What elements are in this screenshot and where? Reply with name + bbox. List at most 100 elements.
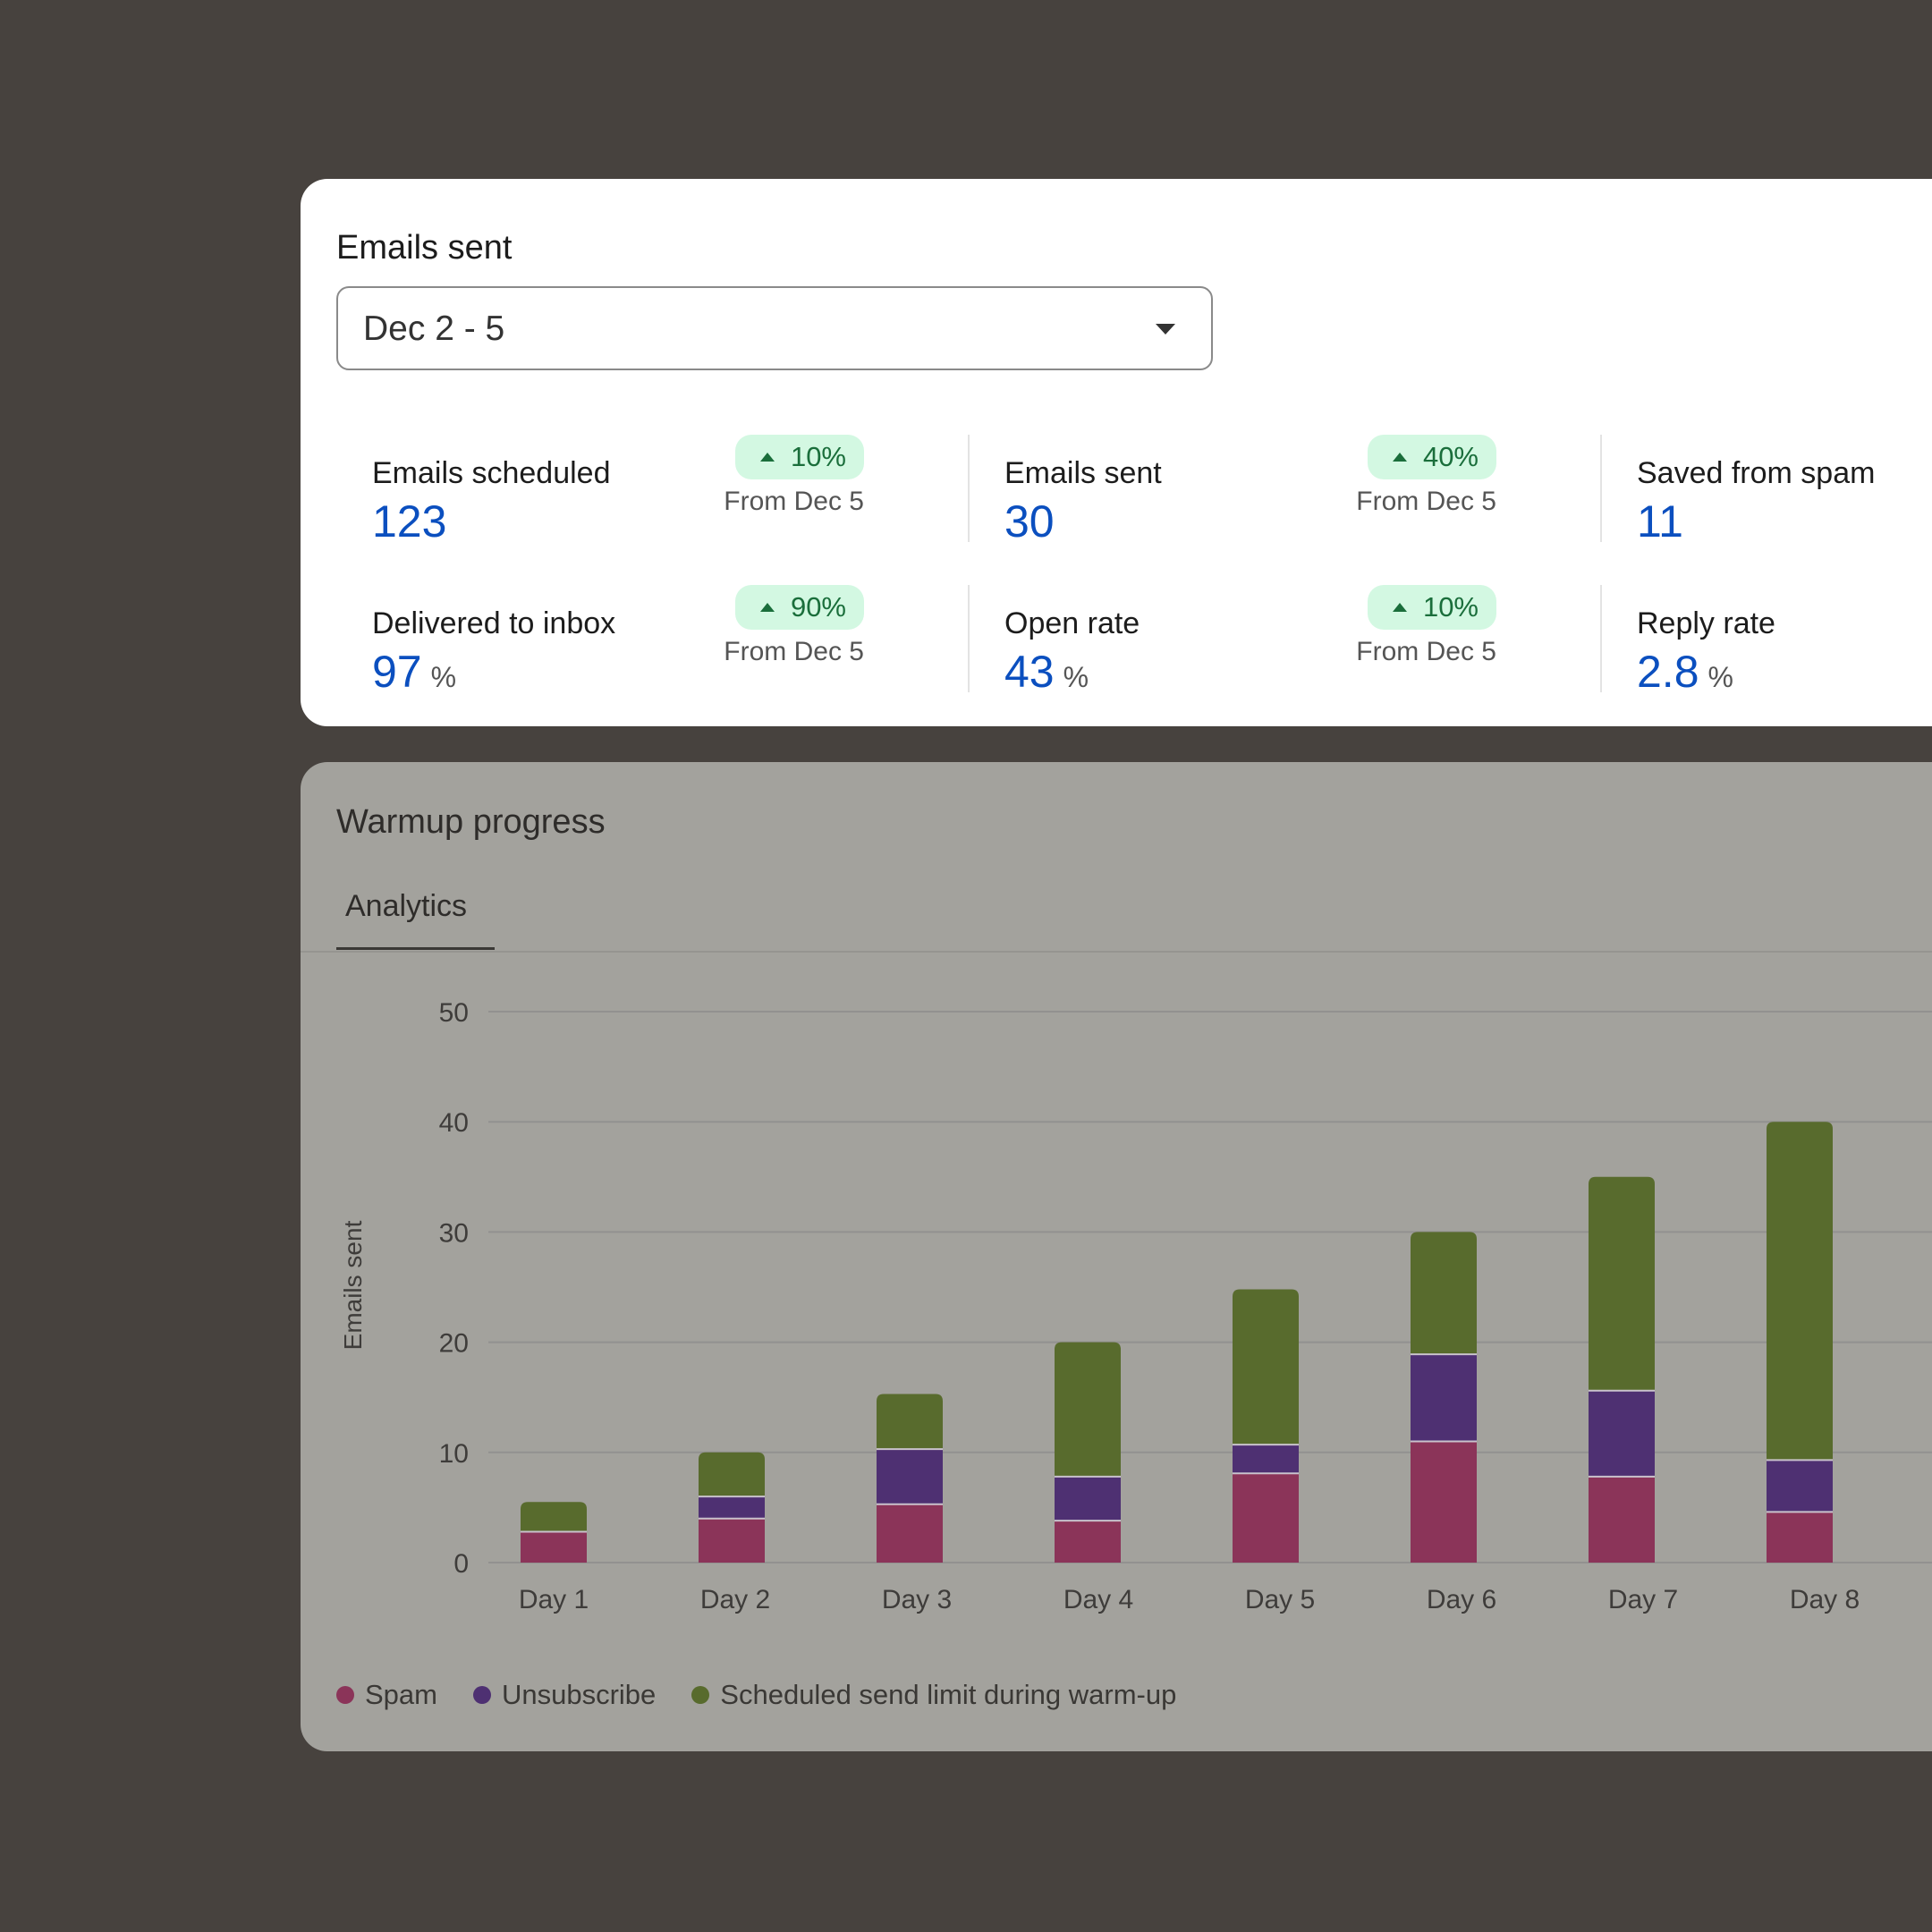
date-range-value: Dec 2 - 5 [363, 309, 505, 348]
stat-unit: % [430, 661, 457, 693]
y-tick-label: 20 [439, 1329, 469, 1359]
legend-item[interactable]: Unsubscribe [472, 1679, 657, 1711]
active-tab-indicator [336, 947, 495, 950]
stat-value: 43% [1004, 646, 1089, 698]
legend-item[interactable]: Scheduled send limit during warm-up [691, 1679, 1176, 1711]
bar-segment-scheduled[interactable] [1589, 1176, 1655, 1391]
legend-label: Scheduled send limit during warm-up [720, 1679, 1177, 1710]
stat-value: 2.8% [1637, 646, 1733, 698]
bar-day-1[interactable] [521, 1502, 587, 1563]
bar-segment-scheduled[interactable] [1055, 1342, 1121, 1477]
divider [301, 951, 1932, 953]
stat-delivered-to-inbox: Delivered to inbox 97% 90% From Dec 5 [372, 585, 936, 718]
bar-day-7[interactable] [1589, 1176, 1655, 1563]
stat-emails-sent: Emails sent 30 40% From Dec 5 [1004, 435, 1568, 568]
bar-segment-spam[interactable] [1055, 1521, 1121, 1563]
bar-segment-scheduled[interactable] [1767, 1122, 1833, 1461]
card-title: Emails sent [336, 229, 513, 267]
bar-segment-spam[interactable] [521, 1531, 587, 1563]
bar-segment-scheduled[interactable] [699, 1452, 765, 1497]
chevron-down-icon [1156, 324, 1175, 335]
stat-number: 97 [372, 647, 422, 697]
arrow-up-icon [1392, 603, 1407, 612]
bar-segment-spam[interactable] [1411, 1441, 1477, 1563]
x-tick-label: Day 7 [1608, 1585, 1678, 1614]
x-tick-label: Day 1 [519, 1585, 589, 1614]
stat-value: 30 [1004, 496, 1055, 547]
y-tick-label: 40 [439, 1108, 469, 1138]
comparison-label: From Dec 5 [724, 637, 864, 666]
stat-value: 11 [1637, 496, 1683, 547]
x-tick-label: Day 5 [1245, 1585, 1315, 1614]
legend-item[interactable]: Spam [336, 1679, 437, 1711]
change-value: 40% [1422, 441, 1479, 472]
change-value: 90% [790, 591, 846, 623]
bar-segment-spam[interactable] [699, 1518, 765, 1563]
arrow-up-icon [1392, 453, 1407, 462]
stat-number: 43 [1004, 647, 1055, 697]
legend-label: Unsubscribe [501, 1679, 657, 1710]
bar-segment-unsubscribe[interactable] [1589, 1390, 1655, 1477]
bar-segment-scheduled[interactable] [877, 1394, 943, 1450]
bar-day-5[interactable] [1233, 1289, 1299, 1563]
change-badge: 90% [734, 585, 864, 630]
stat-number: 11 [1637, 496, 1683, 547]
comparison-label: From Dec 5 [1356, 637, 1496, 666]
bar-segment-spam[interactable] [1233, 1473, 1299, 1563]
bar-segment-scheduled[interactable] [521, 1502, 587, 1532]
stat-label: Reply rate [1637, 606, 1775, 640]
x-tick-label: Day 3 [882, 1585, 952, 1614]
bar-day-6[interactable] [1411, 1232, 1477, 1563]
stat-saved-from-spam: Saved from spam 11 [1637, 456, 1932, 568]
change-badge: 40% [1367, 435, 1496, 479]
x-tick-label: Day 6 [1427, 1585, 1496, 1614]
bar-segment-unsubscribe[interactable] [699, 1496, 765, 1519]
legend-dot-icon [472, 1686, 491, 1704]
arrow-up-icon [759, 603, 775, 612]
divider [1600, 435, 1602, 542]
x-tick-label: Day 8 [1790, 1585, 1860, 1614]
bar-segment-spam[interactable] [877, 1504, 943, 1563]
stat-number: 123 [372, 496, 447, 547]
legend-dot-icon [336, 1686, 354, 1704]
stat-label: Delivered to inbox [372, 606, 616, 640]
divider [968, 585, 970, 692]
divider [1600, 585, 1602, 692]
stat-number: 2.8 [1637, 647, 1699, 697]
comparison-label: From Dec 5 [724, 487, 864, 516]
bar-segment-unsubscribe[interactable] [1411, 1354, 1477, 1442]
stat-open-rate: Open rate 43% 10% From Dec 5 [1004, 585, 1568, 718]
stat-label: Emails scheduled [372, 456, 611, 490]
change-value: 10% [1422, 591, 1479, 623]
stat-unit: % [1063, 661, 1089, 693]
bar-segment-unsubscribe[interactable] [1233, 1445, 1299, 1474]
tab-analytics[interactable]: Analytics [345, 889, 468, 923]
y-tick-label: 0 [453, 1549, 469, 1579]
bar-segment-spam[interactable] [1589, 1476, 1655, 1563]
x-tick-label: Day 2 [700, 1585, 770, 1614]
change-badge: 10% [734, 435, 864, 479]
stat-value: 97% [372, 646, 456, 698]
y-axis-title: Emails sent [339, 1220, 367, 1350]
comparison-label: From Dec 5 [1356, 487, 1496, 516]
stat-unit: % [1707, 661, 1733, 693]
divider [968, 435, 970, 542]
stat-emails-scheduled: Emails scheduled 123 10% From Dec 5 [372, 435, 936, 568]
date-range-dropdown[interactable]: Dec 2 - 5 [336, 286, 1213, 370]
bar-segment-unsubscribe[interactable] [1055, 1476, 1121, 1521]
bar-day-3[interactable] [877, 1394, 943, 1563]
stat-number: 30 [1004, 496, 1055, 547]
bar-day-4[interactable] [1055, 1342, 1121, 1563]
bar-segment-scheduled[interactable] [1411, 1232, 1477, 1355]
bar-day-8[interactable] [1767, 1122, 1833, 1563]
bar-segment-scheduled[interactable] [1233, 1289, 1299, 1445]
bar-day-2[interactable] [699, 1452, 765, 1563]
bar-segment-unsubscribe[interactable] [877, 1449, 943, 1504]
legend-label: Spam [365, 1679, 437, 1710]
y-tick-label: 10 [439, 1439, 469, 1469]
warmup-chart: 0 10 20 30 40 50 Emails sent Day 1 Day 2 Day 3 Day… [339, 998, 1932, 1614]
stat-reply-rate: Reply rate 2.8% [1637, 606, 1932, 718]
y-tick-label: 50 [439, 998, 469, 1028]
bar-segment-spam[interactable] [1767, 1512, 1833, 1563]
bar-segment-unsubscribe[interactable] [1767, 1460, 1833, 1513]
